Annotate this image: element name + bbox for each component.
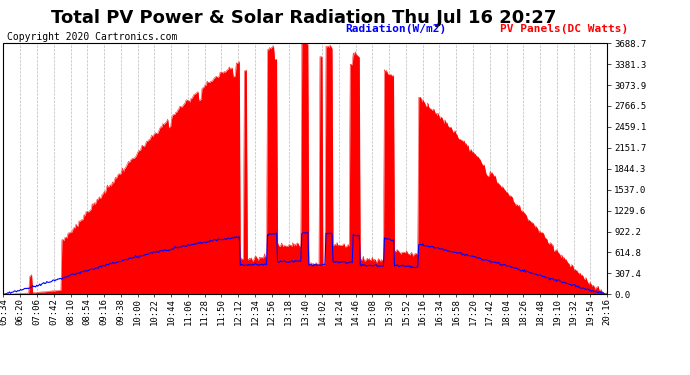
Text: Radiation(W/m2): Radiation(W/m2) xyxy=(345,24,446,34)
Text: PV Panels(DC Watts): PV Panels(DC Watts) xyxy=(500,24,629,34)
Text: Total PV Power & Solar Radiation Thu Jul 16 20:27: Total PV Power & Solar Radiation Thu Jul… xyxy=(51,9,556,27)
Text: Copyright 2020 Cartronics.com: Copyright 2020 Cartronics.com xyxy=(7,32,177,42)
